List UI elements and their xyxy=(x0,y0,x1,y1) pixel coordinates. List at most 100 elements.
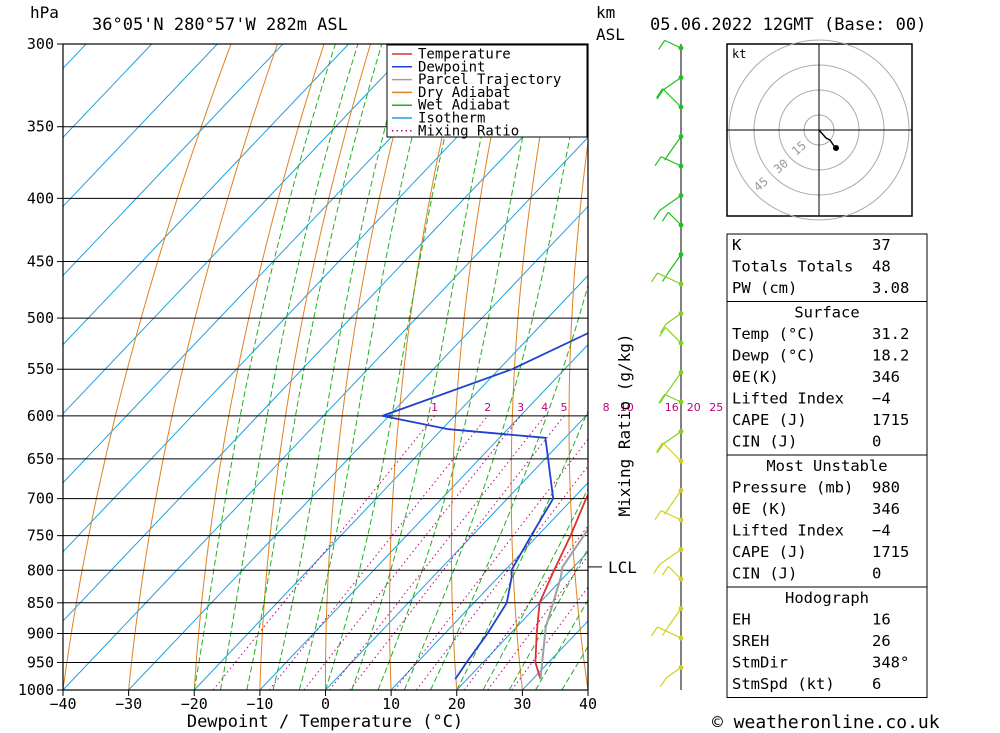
wind-barb-dot xyxy=(678,104,684,110)
pressure-tick-label-600: 600 xyxy=(27,407,54,425)
legend-label-2: Parcel Trajectory xyxy=(418,72,561,88)
mixing-ratio-line xyxy=(303,415,521,690)
pressure-tick-label-400: 400 xyxy=(27,189,54,207)
legend-box xyxy=(386,44,588,138)
wind-barb-dot xyxy=(678,665,684,670)
isotherm-line xyxy=(63,44,415,415)
wind-barb xyxy=(665,313,682,325)
isotherm-line xyxy=(63,44,153,139)
temp-tick-label-4: 0 xyxy=(321,695,330,713)
wet-adiabat-line xyxy=(246,44,383,690)
wet-adiabat-line xyxy=(482,487,588,690)
wind-barb-dot xyxy=(678,517,684,523)
table-value: 37 xyxy=(872,236,891,254)
table-value: −4 xyxy=(872,522,891,540)
table-value: −4 xyxy=(872,390,891,408)
legend-label-6: Mixing Ratio xyxy=(418,123,519,139)
table-section-2: Most Unstable xyxy=(766,457,887,475)
wind-barb-flag xyxy=(658,40,666,50)
wind-barb xyxy=(667,608,682,627)
wind-barb-dot xyxy=(678,340,684,346)
mixing-ratio-labels: 1 2 3 4 5 8 10 16 20 25 xyxy=(431,401,723,414)
mixing-ratio-line xyxy=(349,415,565,690)
pressure-tick-label-1000: 1000 xyxy=(18,681,54,699)
isotherm-line xyxy=(63,44,546,553)
table-value: 31.2 xyxy=(872,325,909,343)
wind-barb-flag xyxy=(659,323,667,334)
table-value: 0 xyxy=(872,433,881,451)
wind-barb-flag xyxy=(654,156,662,167)
wind-barb xyxy=(657,272,682,285)
wind-barb xyxy=(670,136,682,152)
wind-barb xyxy=(667,565,682,580)
pressure-tick-label-500: 500 xyxy=(27,309,54,327)
table-label: CAPE (J) xyxy=(732,543,807,561)
pressure-tick-label-450: 450 xyxy=(27,253,54,271)
wind-barb xyxy=(659,195,682,211)
temp-tick-label-5: 10 xyxy=(382,695,400,713)
km-unit-label: km xyxy=(596,3,615,22)
temp-tick-label-6: 20 xyxy=(448,695,466,713)
wind-barb-flag xyxy=(654,510,662,521)
table-value: 6 xyxy=(872,675,881,693)
wind-barb xyxy=(660,156,682,167)
mixing-ratio-label-4: 4 xyxy=(541,401,548,414)
isotherm-line xyxy=(63,136,588,690)
temp-tick-label-2: −20 xyxy=(181,695,208,713)
pressure-axis: 300 350 400 450 500 550 600 650 700 750 800 850 900 9… xyxy=(18,35,63,699)
datetime-title: 05.06.2022 12GMT (Base: 00) xyxy=(650,15,926,35)
mixing-ratio-line xyxy=(394,438,588,690)
wind-barb-dot xyxy=(678,134,684,139)
wet-adiabat-line xyxy=(456,409,588,690)
mixing-ratio-label-25: 25 xyxy=(709,401,723,414)
mixing-ratio-label-3: 3 xyxy=(517,401,524,414)
dry-adiabat-line xyxy=(325,44,418,690)
wind-barb xyxy=(670,490,682,506)
table-value: 346 xyxy=(872,500,900,518)
series-temperature xyxy=(534,493,588,680)
x-axis-label: Dewpoint / Temperature (°C) xyxy=(187,712,463,732)
wind-barb-flag xyxy=(656,442,664,452)
wind-barb-dot xyxy=(678,163,684,169)
hodograph-storm-motion xyxy=(833,145,839,151)
temp-tick-label-3: −10 xyxy=(246,695,273,713)
wind-barb xyxy=(660,510,682,521)
wind-barb xyxy=(662,431,682,445)
wind-barb-dot xyxy=(678,429,684,434)
temp-tick-label-7: 30 xyxy=(513,695,531,713)
table-label: Dewp (°C) xyxy=(732,347,816,365)
table-label: Temp (°C) xyxy=(732,325,816,343)
mixing-ratio-label-5: 5 xyxy=(561,401,568,414)
wind-barb xyxy=(665,667,682,679)
pressure-tick-label-950: 950 xyxy=(27,653,54,671)
wind-barb xyxy=(662,88,682,108)
table-label: Pressure (mb) xyxy=(732,479,853,497)
table-label: Lifted Index xyxy=(732,522,844,540)
isotherm-line xyxy=(193,274,588,690)
dry-adiabat-line xyxy=(63,44,232,690)
mixing-ratio-label-1: 1 xyxy=(431,401,438,414)
table-label: Totals Totals xyxy=(732,258,853,276)
mixing-ratio-label-16: 16 xyxy=(665,401,679,414)
indices-table: K 37 Totals Totals 48 PW (cm) 3.08 Surface Temp… xyxy=(726,233,928,698)
table-value: 346 xyxy=(872,368,900,386)
dry-adiabat-line xyxy=(568,138,588,690)
wet-adiabat-line xyxy=(351,44,503,690)
isotherm-line xyxy=(63,44,481,484)
wind-barb-dot xyxy=(678,488,684,493)
wind-barb-dot xyxy=(678,458,684,464)
legend-label-1: Dewpoint xyxy=(418,59,485,75)
wind-barb-dot xyxy=(678,370,684,375)
pressure-tick-label-550: 550 xyxy=(27,360,54,378)
table-label: StmSpd (kt) xyxy=(732,675,835,693)
wind-barb-dot xyxy=(678,222,684,228)
wind-barb xyxy=(662,77,682,91)
wind-barb-dot xyxy=(678,75,684,80)
table-value: 980 xyxy=(872,479,900,497)
table-label: SREH xyxy=(732,632,769,650)
wet-adiabat-line xyxy=(220,44,359,690)
table-section-1: Surface xyxy=(794,304,859,322)
table-label: K xyxy=(732,236,742,254)
